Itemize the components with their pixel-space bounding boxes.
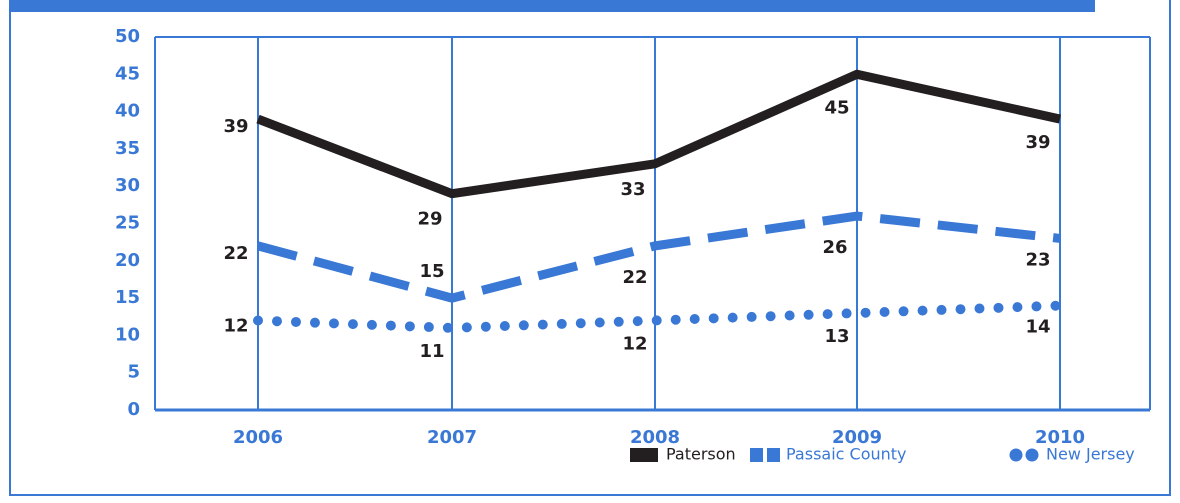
x-tick-label: 2008: [630, 427, 680, 448]
data-label: 12: [223, 315, 248, 336]
y-tick-label: 50: [115, 26, 140, 47]
data-label: 15: [419, 261, 444, 282]
series-line: [256, 211, 1061, 303]
legend-swatch: [630, 448, 658, 462]
frame: [9, 0, 1171, 496]
legend-label: Passaic County: [786, 445, 907, 464]
x-tick-label: 2009: [832, 427, 882, 448]
x-tick-label: 2010: [1035, 427, 1085, 448]
legend-label: New Jersey: [1046, 445, 1135, 464]
y-tick-label: 25: [115, 213, 140, 234]
series-line: [253, 300, 1065, 333]
x-tick-label: 2006: [233, 427, 283, 448]
y-tick-label: 35: [115, 138, 140, 159]
data-label: 12: [622, 333, 647, 354]
y-tick-label: 0: [127, 399, 140, 420]
legend-swatch: [1025, 448, 1039, 462]
data-label: 13: [824, 326, 849, 347]
y-tick-label: 45: [115, 63, 140, 84]
data-label: 33: [620, 179, 645, 200]
legend-label: Paterson: [666, 445, 736, 464]
x-tick-label: 2007: [427, 427, 477, 448]
data-label: 14: [1025, 317, 1050, 338]
data-label: 22: [223, 243, 248, 264]
legend-swatch: [1009, 448, 1023, 462]
y-tick-label: 30: [115, 175, 140, 196]
legend-swatch: [750, 448, 763, 462]
legend-swatch: [767, 448, 780, 462]
data-label: 26: [822, 237, 847, 258]
data-label: 11: [419, 341, 444, 362]
data-label: 23: [1025, 249, 1050, 270]
data-label: 39: [223, 116, 248, 137]
y-tick-label: 10: [115, 324, 140, 345]
y-tick-label: 40: [115, 101, 140, 122]
y-tick-label: 15: [115, 287, 140, 308]
data-label: 22: [622, 267, 647, 288]
data-label: 39: [1025, 132, 1050, 153]
data-label: 29: [417, 209, 442, 230]
title-banner: [10, 0, 1095, 12]
y-tick-label: 5: [127, 362, 140, 383]
data-label: 45: [824, 97, 849, 118]
series-line: [256, 69, 1061, 199]
y-tick-label: 20: [115, 250, 140, 271]
